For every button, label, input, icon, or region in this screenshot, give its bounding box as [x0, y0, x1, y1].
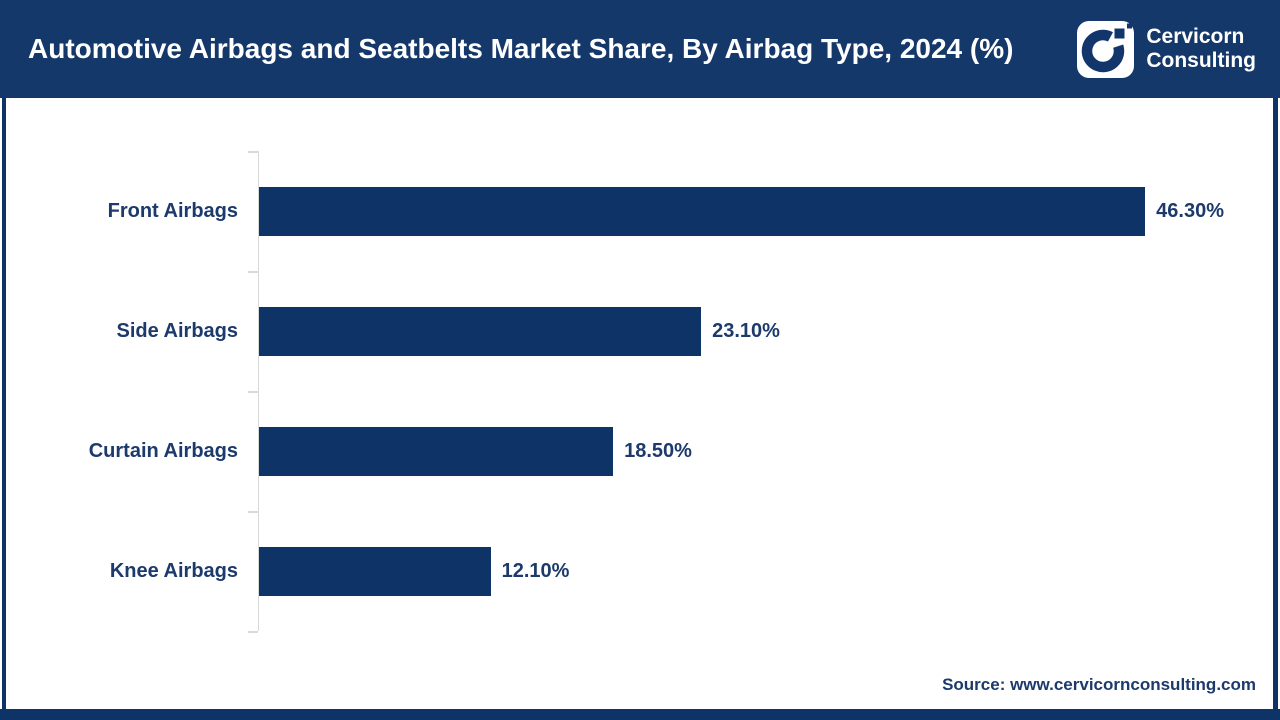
axis-tick	[248, 631, 258, 633]
logo-text: Cervicorn Consulting	[1146, 25, 1256, 72]
bar	[259, 306, 702, 356]
logo-text-line1: Cervicorn	[1146, 25, 1245, 49]
logo-text-line2: Consulting	[1146, 49, 1256, 72]
cervicorn-logo-icon	[1077, 20, 1135, 78]
header-bar: Automotive Airbags and Seatbelts Market …	[0, 0, 1280, 98]
category-label: Curtain Airbags	[88, 439, 238, 462]
plot-area: 46.30% 23.10% 18.50% 12.10%	[248, 151, 1224, 633]
category-label: Side Airbags	[116, 319, 238, 342]
bar	[259, 186, 1146, 236]
bar-row: 46.30%	[259, 151, 1224, 271]
right-border	[1273, 98, 1278, 720]
bar-row: 18.50%	[259, 391, 1216, 511]
bar-value-label: 12.10%	[501, 559, 570, 582]
cervicorn-logo: Cervicorn Consulting	[1077, 20, 1256, 78]
bar-value-label: 23.10%	[712, 319, 780, 342]
category-label: Front Airbags	[107, 199, 238, 222]
axis-tick	[248, 271, 258, 273]
bar-row: 12.10%	[259, 511, 1216, 631]
left-border	[2, 98, 6, 720]
category-label: Knee Airbags	[109, 559, 238, 582]
bar	[259, 426, 614, 476]
axis-tick	[248, 151, 258, 153]
bottom-border	[0, 709, 1280, 720]
page-title: Automotive Airbags and Seatbelts Market …	[28, 33, 1014, 64]
bar	[259, 546, 491, 596]
category-labels: Front Airbags Side Airbags Curtain Airbags…	[0, 151, 238, 631]
bar-value-label: 18.50%	[624, 439, 692, 462]
bar-value-label: 46.30%	[1156, 199, 1225, 222]
source-text: Source: www.cervicornconsulting.com	[942, 675, 1256, 694]
axis-tick	[248, 511, 258, 513]
bar-row: 23.10%	[259, 271, 1216, 391]
axis-tick	[248, 391, 258, 393]
